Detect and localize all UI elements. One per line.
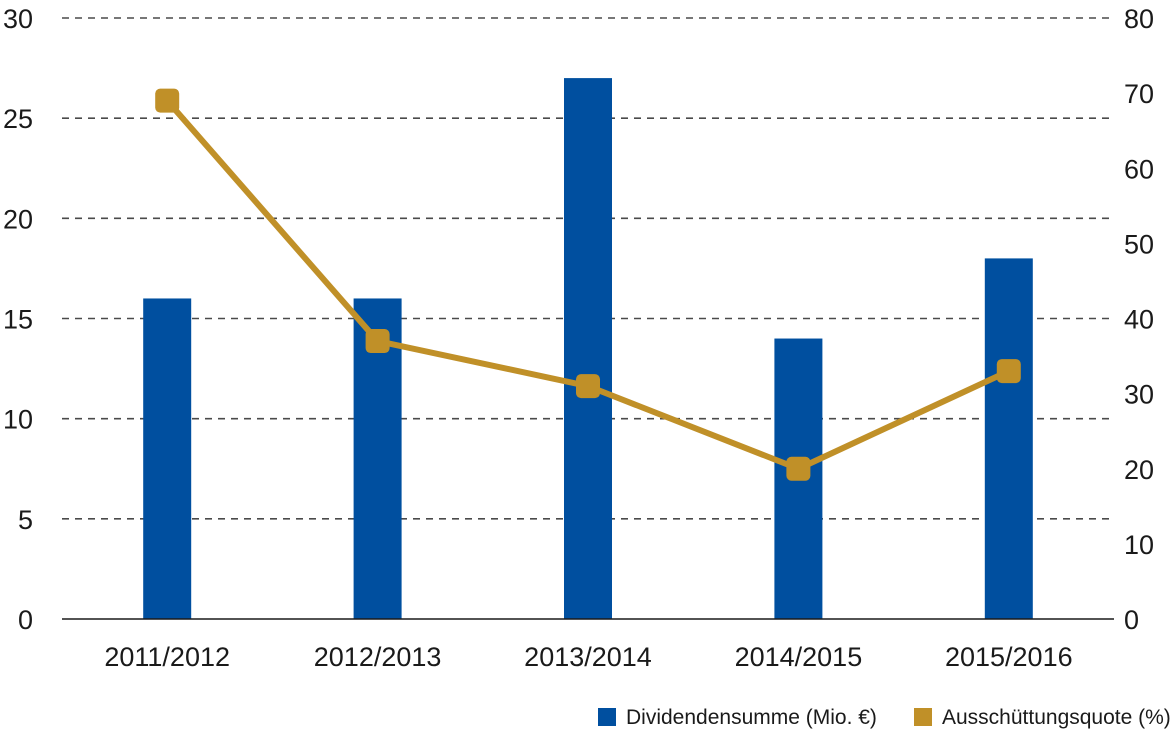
category-label: 2015/2016 <box>945 642 1073 672</box>
legend-swatch <box>598 708 616 726</box>
bar-series <box>143 78 1033 620</box>
right-tick-label: 10 <box>1124 530 1154 560</box>
line-marker <box>576 374 600 399</box>
right-axis: 0 10 20 30 40 50 60 70 80 <box>1124 4 1154 635</box>
line-marker <box>365 329 390 354</box>
left-tick-label: 30 <box>3 4 33 34</box>
legend: Dividendensumme (Mio. €) Ausschüttungsquo… <box>598 706 1170 729</box>
right-tick-label: 40 <box>1124 305 1154 335</box>
category-label: 2012/2013 <box>314 642 442 672</box>
right-tick-label: 50 <box>1124 229 1154 259</box>
left-axis: 0 5 10 15 20 25 30 <box>3 4 33 635</box>
bar <box>564 78 612 620</box>
bar <box>143 298 192 619</box>
left-tick-label: 10 <box>3 405 33 435</box>
right-tick-label: 60 <box>1124 154 1154 184</box>
line-series <box>155 88 1021 481</box>
category-label: 2011/2012 <box>104 642 230 672</box>
legend-label: Ausschüttungsquote (%) <box>942 706 1170 729</box>
category-label: 2014/2015 <box>735 642 863 672</box>
right-tick-label: 30 <box>1124 380 1154 410</box>
legend-label: Dividendensumme (Mio. €) <box>626 706 877 729</box>
left-tick-label: 5 <box>18 505 33 535</box>
bar <box>984 258 1033 619</box>
left-tick-label: 0 <box>18 605 33 635</box>
category-label: 2013/2014 <box>524 642 652 672</box>
right-tick-label: 80 <box>1124 4 1154 34</box>
line-marker <box>786 456 811 481</box>
line-marker <box>155 88 180 113</box>
legend-swatch <box>914 708 932 726</box>
left-tick-label: 15 <box>3 305 33 335</box>
left-tick-label: 25 <box>3 104 33 134</box>
x-axis: 2011/2012 2012/2013 2013/2014 2014/2015 2015… <box>62 618 1114 672</box>
right-tick-label: 20 <box>1124 455 1154 485</box>
left-tick-label: 20 <box>3 204 33 234</box>
right-tick-label: 0 <box>1124 605 1139 635</box>
line-marker <box>996 359 1021 384</box>
right-tick-label: 70 <box>1124 79 1154 109</box>
